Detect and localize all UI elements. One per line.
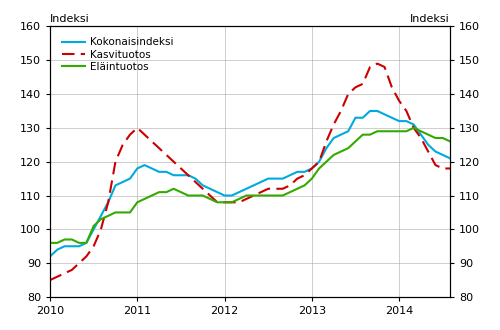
Kasvituotos	[84, 254, 89, 258]
Kasvituotos	[192, 180, 198, 184]
Eläintuotos	[425, 133, 431, 137]
Kasvituotos	[250, 193, 256, 197]
Line: Kasvituotos: Kasvituotos	[50, 64, 500, 280]
Kokonaisindeksi	[367, 109, 373, 113]
Kokonaisindeksi	[425, 143, 431, 147]
Legend: Kokonaisindeksi, Kasvituotos, Eläintuotos: Kokonaisindeksi, Kasvituotos, Eläintuoto…	[59, 34, 177, 75]
Line: Kokonaisindeksi: Kokonaisindeksi	[50, 111, 500, 256]
Kasvituotos	[490, 190, 496, 194]
Eläintuotos	[47, 241, 53, 245]
Kasvituotos	[164, 153, 170, 157]
Kokonaisindeksi	[250, 183, 256, 187]
Kokonaisindeksi	[47, 254, 53, 258]
Eläintuotos	[250, 193, 256, 197]
Kokonaisindeksi	[192, 177, 198, 181]
Kasvituotos	[47, 278, 53, 282]
Eläintuotos	[164, 190, 170, 194]
Eläintuotos	[490, 160, 496, 164]
Text: Indeksi: Indeksi	[50, 14, 90, 24]
Eläintuotos	[410, 126, 416, 130]
Eläintuotos	[84, 241, 89, 245]
Line: Eläintuotos: Eläintuotos	[50, 128, 500, 243]
Kokonaisindeksi	[84, 241, 89, 245]
Eläintuotos	[192, 193, 198, 197]
Text: Indeksi: Indeksi	[410, 14, 450, 24]
Kokonaisindeksi	[164, 170, 170, 174]
Kokonaisindeksi	[490, 180, 496, 184]
Kasvituotos	[425, 149, 431, 153]
Kasvituotos	[374, 62, 380, 66]
